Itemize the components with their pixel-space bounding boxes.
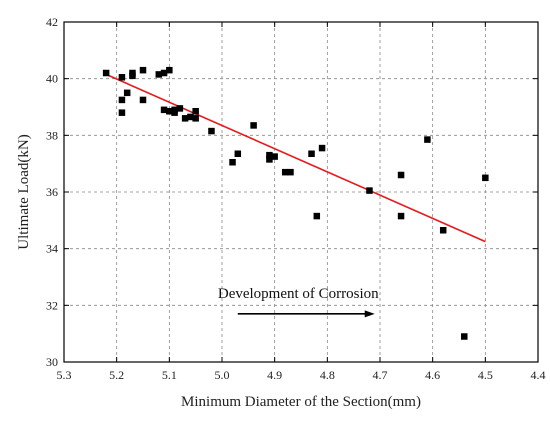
data-point <box>160 106 168 114</box>
data-point <box>166 108 173 115</box>
data-point <box>208 127 215 135</box>
data-point <box>118 74 126 81</box>
x-tick-label: 4.6 <box>425 368 440 382</box>
data-point <box>181 115 189 122</box>
annotation: Development of Corrosion <box>218 286 379 318</box>
data-point <box>129 72 136 80</box>
data-points <box>102 66 489 340</box>
data-point <box>482 174 489 182</box>
fit-line <box>105 73 486 243</box>
y-axis-label: Ultimate Load(kN) <box>16 134 32 249</box>
axis-ticks: 5.3 5.2 5.1 5.0 4.9 4.8 4.7 4.6 4.5 4.4 30 32 34 36 38… <box>46 15 546 382</box>
data-point <box>439 227 447 234</box>
data-point <box>176 105 184 112</box>
data-point <box>266 156 273 163</box>
x-tick-label: 4.7 <box>373 368 388 382</box>
data-point <box>397 171 405 179</box>
data-point <box>266 151 273 159</box>
data-point <box>229 159 236 166</box>
data-point <box>271 153 278 160</box>
y-tick-label: 38 <box>46 128 58 142</box>
y-tick-label: 32 <box>46 298 58 312</box>
data-point <box>155 71 163 78</box>
y-tick-label: 36 <box>46 185 58 199</box>
x-tick-label: 4.4 <box>531 368 546 382</box>
data-point <box>308 150 315 157</box>
x-tick-label: 5.0 <box>215 368 230 382</box>
data-point <box>234 150 242 157</box>
data-point <box>287 168 294 176</box>
data-point <box>139 66 147 74</box>
x-axis-label: Minimum Diameter of the Section(mm) <box>181 394 421 410</box>
data-point <box>281 168 289 176</box>
y-tick-label: 42 <box>46 15 58 29</box>
x-tick-label: 5.3 <box>57 368 72 382</box>
trend-line <box>105 73 486 243</box>
data-point <box>171 109 178 116</box>
arrow-head <box>364 310 375 318</box>
data-point <box>118 96 126 104</box>
data-point <box>424 136 431 143</box>
data-point <box>192 108 199 115</box>
data-point <box>397 212 405 220</box>
data-point <box>461 333 468 340</box>
data-point <box>123 89 131 97</box>
data-point <box>313 212 321 220</box>
data-point <box>250 122 257 129</box>
data-point <box>166 66 173 74</box>
x-tick-label: 4.8 <box>320 368 335 382</box>
data-point <box>192 115 199 122</box>
data-point <box>187 113 194 121</box>
grid-lines <box>64 22 538 362</box>
data-point <box>102 69 110 77</box>
x-tick-label: 4.9 <box>267 368 282 382</box>
y-tick-label: 30 <box>46 355 58 369</box>
y-tick-label: 34 <box>46 242 58 256</box>
data-point <box>118 109 126 116</box>
x-tick-label: 5.2 <box>109 368 124 382</box>
x-tick-label: 5.1 <box>162 368 177 382</box>
y-tick-label: 40 <box>46 72 58 86</box>
x-tick-label: 4.5 <box>478 368 493 382</box>
data-point <box>366 187 373 194</box>
data-point <box>160 69 168 77</box>
data-point <box>139 96 147 104</box>
annotation-text: Development of Corrosion <box>218 286 379 302</box>
data-point <box>318 144 326 152</box>
